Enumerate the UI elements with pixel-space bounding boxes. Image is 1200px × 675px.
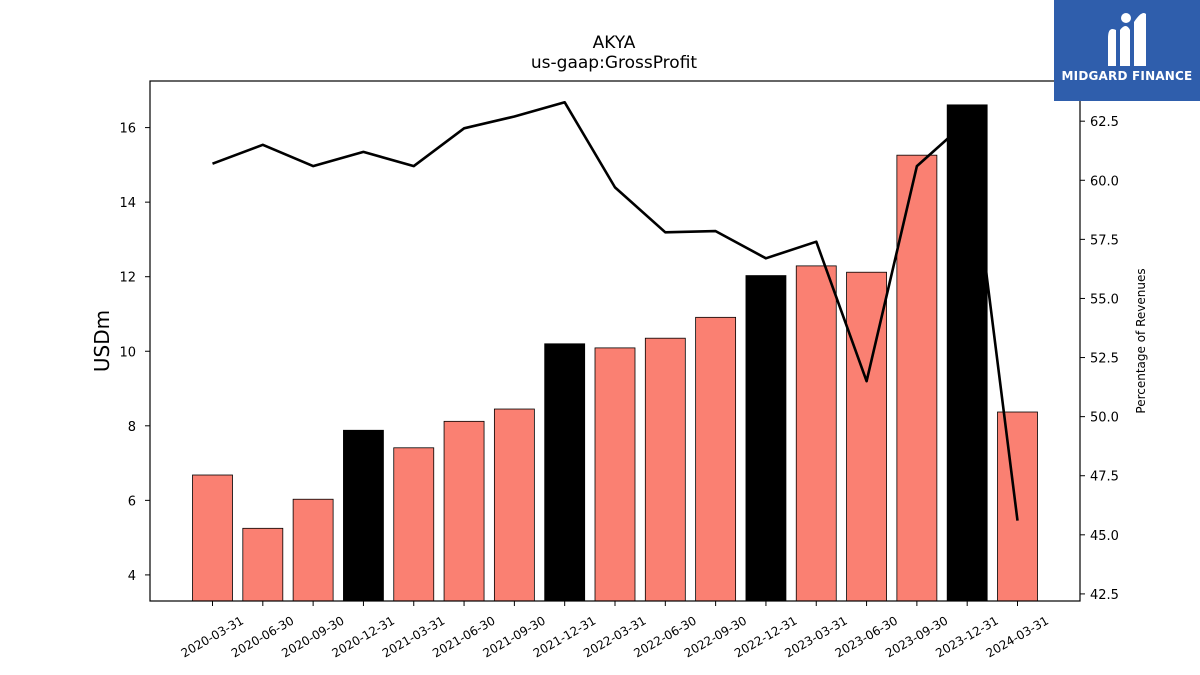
bar-2020-03-31 bbox=[192, 474, 233, 602]
y2-tick-label: 60.0 bbox=[1090, 174, 1119, 189]
bar-2024-03-31 bbox=[997, 411, 1038, 602]
bar-2023-03-31 bbox=[795, 265, 837, 602]
bar-2021-09-30 bbox=[493, 408, 535, 602]
y-tick-label: 16 bbox=[119, 122, 136, 137]
bar-2022-06-30 bbox=[644, 337, 686, 602]
y2-axis-label: Percentage of Revenues bbox=[1134, 268, 1148, 413]
bar-2022-12-31 bbox=[745, 275, 787, 602]
y2-tick-label: 42.5 bbox=[1090, 588, 1119, 603]
bar-2020-12-31 bbox=[343, 429, 384, 602]
logo-text: MIDGARD FINANCE bbox=[1061, 69, 1193, 83]
y-axis-label: USDm bbox=[90, 310, 114, 372]
logo-mark-icon bbox=[1108, 13, 1146, 66]
y-tick-label: 12 bbox=[119, 271, 136, 286]
logo: MIDGARD FINANCE bbox=[1054, 0, 1200, 101]
chart-title: AKYA bbox=[593, 33, 636, 53]
y2-tick-label: 50.0 bbox=[1090, 411, 1119, 426]
chart-subtitle: us-gaap:GrossProfit bbox=[531, 53, 697, 73]
y2-tick-label: 62.5 bbox=[1090, 115, 1119, 130]
y-tick-label: 14 bbox=[119, 196, 136, 211]
bar-2020-09-30 bbox=[292, 498, 334, 602]
y2-tick-label: 47.5 bbox=[1090, 470, 1119, 485]
bar-2020-06-30 bbox=[242, 527, 284, 602]
y2-tick-label: 52.5 bbox=[1090, 352, 1119, 367]
y2-tick-label: 55.0 bbox=[1090, 292, 1119, 307]
bars bbox=[192, 104, 1038, 602]
x-axis: 2020-03-312020-06-302020-09-302020-12-31… bbox=[179, 601, 1051, 660]
bar-2023-09-30 bbox=[896, 154, 938, 602]
bar-2023-12-31 bbox=[946, 104, 988, 602]
bar-2021-03-31 bbox=[393, 447, 435, 602]
y-axis-right: 42.5 45.0 47.5 50.0 52.5 55.0 57.5 60.0 62.5 bbox=[1080, 115, 1119, 603]
bar-2021-12-31 bbox=[544, 343, 586, 602]
y2-tick-label: 57.5 bbox=[1090, 233, 1119, 248]
y-axis-left: 4 6 8 10 12 14 16 bbox=[119, 122, 150, 584]
y-tick-label: 6 bbox=[128, 494, 136, 509]
y2-tick-label: 45.0 bbox=[1090, 529, 1119, 544]
bar-2021-06-30 bbox=[443, 420, 485, 602]
bar-2022-09-30 bbox=[695, 316, 737, 602]
plot-frame bbox=[149, 80, 1081, 602]
bar-2022-03-31 bbox=[594, 347, 636, 602]
y-tick-label: 8 bbox=[128, 420, 136, 435]
percentage-line bbox=[212, 101, 1019, 521]
y-tick-label: 10 bbox=[119, 345, 136, 360]
y-tick-label: 4 bbox=[128, 569, 136, 584]
